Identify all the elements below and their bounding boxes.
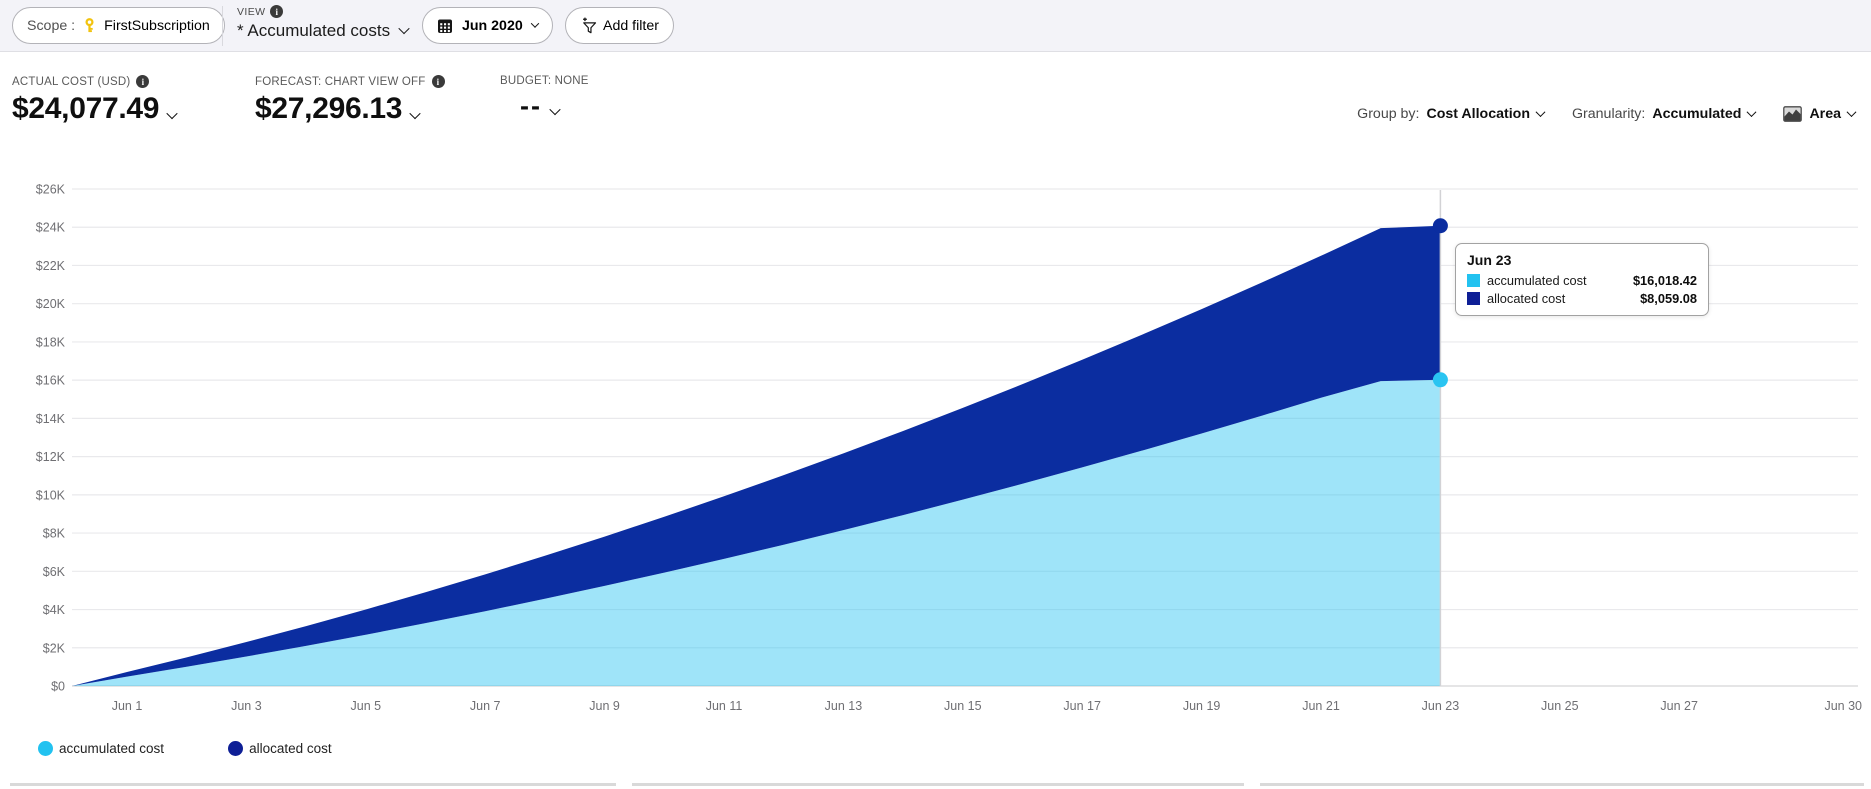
view-selector[interactable]: VIEW i * Accumulated costs <box>237 5 410 41</box>
date-range-pill[interactable]: Jun 2020 <box>422 7 553 44</box>
forecast-value: $27,296.13 <box>255 92 403 125</box>
area-chart-icon <box>1783 106 1803 122</box>
chart-controls: Group by: Cost Allocation Granularity: A… <box>1357 106 1857 122</box>
svg-text:Jun 17: Jun 17 <box>1063 699 1101 713</box>
actual-cost-info-icon[interactable]: i <box>136 75 150 88</box>
granularity-label: Granularity: <box>1572 106 1646 122</box>
allocated-cost-swatch <box>1467 292 1480 305</box>
chart-type-value: Area <box>1809 106 1841 122</box>
svg-text:$10K: $10K <box>36 488 66 502</box>
legend-label: accumulated cost <box>59 741 165 756</box>
group-by-selector[interactable]: Group by: Cost Allocation <box>1357 106 1546 122</box>
svg-text:$8K: $8K <box>43 527 66 541</box>
actual-cost-label: ACTUAL COST (USD) <box>12 75 131 88</box>
actual-cost-value-dropdown[interactable]: $24,077.49 <box>12 92 178 126</box>
svg-text:Jun 15: Jun 15 <box>944 699 982 713</box>
svg-text:$16K: $16K <box>36 374 66 388</box>
key-icon <box>85 18 94 33</box>
forecast-value-dropdown[interactable]: $27,296.13 <box>255 92 445 126</box>
scope-value: FirstSubscription <box>104 17 210 34</box>
actual-cost-value: $24,077.49 <box>12 92 160 125</box>
svg-text:Jun 9: Jun 9 <box>589 699 620 713</box>
budget-value: -- <box>520 91 542 121</box>
svg-text:Jun 19: Jun 19 <box>1183 699 1221 713</box>
chart-legend: accumulated cost allocated cost <box>38 741 332 756</box>
tooltip-date: Jun 23 <box>1467 252 1512 268</box>
chevron-down-icon <box>549 103 561 116</box>
scope-pill[interactable]: Scope : FirstSubscription <box>12 7 225 44</box>
svg-text:Jun 11: Jun 11 <box>706 699 743 713</box>
stat-forecast: FORECAST: CHART VIEW OFF i $27,296.13 <box>255 75 445 126</box>
tooltip-row: allocated cost $8,059.08 <box>1467 291 1697 306</box>
toolbar-divider <box>222 6 223 46</box>
group-by-label: Group by: <box>1357 106 1420 122</box>
lower-card-border <box>1260 783 1864 786</box>
svg-text:$6K: $6K <box>43 565 66 579</box>
chevron-down-icon <box>530 18 539 28</box>
accumulated-cost-swatch <box>1467 274 1480 287</box>
stat-actual-cost: ACTUAL COST (USD) i $24,077.49 <box>12 75 178 126</box>
allocated-legend-dot <box>228 741 244 756</box>
svg-text:$12K: $12K <box>36 450 66 464</box>
svg-text:$26K: $26K <box>36 183 66 197</box>
calendar-icon <box>438 19 452 33</box>
chevron-down-icon <box>1846 106 1857 117</box>
accumulated-legend-dot <box>38 741 53 756</box>
svg-text:Jun 23: Jun 23 <box>1422 699 1460 713</box>
forecast-info-icon[interactable]: i <box>431 75 445 88</box>
stat-budget: BUDGET: NONE -- <box>500 75 589 122</box>
svg-text:Jun 5: Jun 5 <box>351 699 382 713</box>
group-by-value: Cost Allocation <box>1426 106 1531 122</box>
chart-type-selector[interactable]: Area <box>1783 106 1857 122</box>
granularity-selector[interactable]: Granularity: Accumulated <box>1572 106 1757 122</box>
legend-item-allocated[interactable]: allocated cost <box>228 741 332 756</box>
svg-text:Jun 3: Jun 3 <box>231 699 262 713</box>
svg-text:Jun 1: Jun 1 <box>112 699 143 713</box>
date-range-value: Jun 2020 <box>462 17 523 34</box>
chevron-down-icon <box>409 107 421 120</box>
svg-text:$0: $0 <box>51 680 65 694</box>
chevron-down-icon <box>166 107 178 120</box>
svg-text:Jun 30: Jun 30 <box>1824 699 1862 713</box>
svg-text:$24K: $24K <box>36 221 66 235</box>
svg-text:Jun 7: Jun 7 <box>470 699 501 713</box>
legend-item-accumulated[interactable]: accumulated cost <box>38 741 164 756</box>
view-label: VIEW <box>237 5 266 18</box>
chart-tooltip: Jun 23 accumulated cost $16,018.42 alloc… <box>1455 243 1709 316</box>
svg-text:Jun 21: Jun 21 <box>1302 699 1340 713</box>
svg-text:Jun 27: Jun 27 <box>1660 699 1698 713</box>
budget-value-dropdown[interactable]: -- <box>500 91 589 122</box>
view-value: * Accumulated costs <box>237 21 391 40</box>
svg-text:Jun 13: Jun 13 <box>825 699 863 713</box>
scope-label: Scope : <box>27 17 76 34</box>
legend-label: allocated cost <box>249 741 332 756</box>
tooltip-row-label: allocated cost <box>1487 291 1566 306</box>
tooltip-row-value: $8,059.08 <box>1640 291 1697 306</box>
svg-text:$22K: $22K <box>36 259 66 273</box>
chevron-down-icon <box>398 22 410 35</box>
add-filter-button[interactable]: Add filter <box>565 7 674 44</box>
forecast-label: FORECAST: CHART VIEW OFF <box>255 75 426 88</box>
lower-card-border <box>632 783 1244 786</box>
tooltip-row: accumulated cost $16,018.42 <box>1467 273 1697 288</box>
toolbar: Scope : FirstSubscription VIEW i * Accum… <box>0 0 1871 52</box>
tooltip-row-value: $16,018.42 <box>1632 273 1697 288</box>
add-filter-label: Add filter <box>603 17 659 34</box>
chevron-down-icon <box>1535 106 1546 117</box>
svg-text:$20K: $20K <box>36 297 66 311</box>
tooltip-row-label: accumulated cost <box>1487 273 1587 288</box>
svg-text:Jun 25: Jun 25 <box>1541 699 1579 713</box>
view-info-icon[interactable]: i <box>270 5 284 18</box>
chevron-down-icon <box>1746 106 1757 117</box>
granularity-value: Accumulated <box>1652 106 1742 122</box>
add-filter-icon <box>583 17 597 34</box>
svg-text:$14K: $14K <box>36 412 66 426</box>
svg-text:$2K: $2K <box>43 641 66 655</box>
budget-label: BUDGET: NONE <box>500 75 589 87</box>
svg-text:$18K: $18K <box>36 335 66 349</box>
lower-card-border <box>10 783 616 786</box>
svg-text:$4K: $4K <box>43 603 66 617</box>
